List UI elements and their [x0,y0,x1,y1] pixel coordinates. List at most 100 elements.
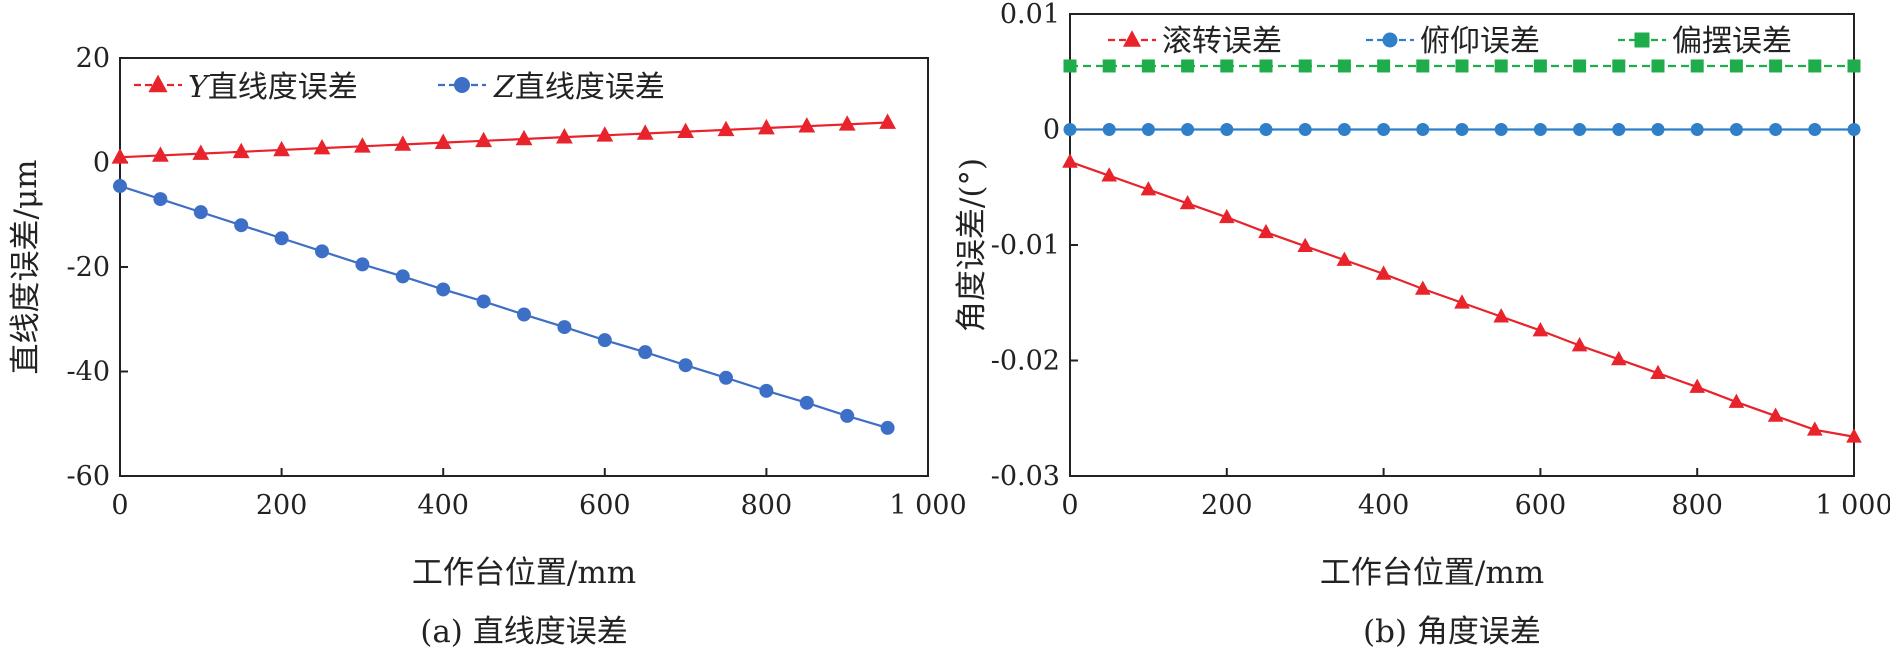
data-point [1181,123,1195,136]
x-tick-label: 600 [1515,490,1567,521]
data-point [1140,181,1157,196]
data-point [1611,350,1627,366]
legend-marker [148,74,168,93]
y-tick-label: 0 [93,148,110,179]
data-point [192,144,210,160]
data-point [1179,194,1196,210]
panel-b-legend: 滚转误差 俯仰误差 偏摆误差 [1108,24,1792,59]
y-tick-label: 0.01 [1000,0,1060,30]
data-point [476,294,491,309]
data-point [719,370,733,385]
data-point [1729,59,1743,73]
data-point [677,122,694,138]
x-tick-label: 0 [1061,490,1078,521]
x-tick-label: 600 [579,490,631,521]
data-point [717,120,735,137]
panel-b-y-axis-label: 角度误差/(°) [954,158,990,332]
data-point [638,345,653,360]
data-point [1650,364,1666,380]
panel-a-legend: Y直线度误差 Z直线度误差 [134,70,665,105]
data-point [111,148,129,164]
panel-a-y-ticks: 20 0 -20 -40 -60 [67,43,128,492]
panel-b-x-axis-label: 工作台位置/mm [1320,555,1544,591]
legend-marker [454,77,470,93]
legend-y-label: Y直线度误差 [188,70,358,105]
data-point [1219,208,1235,224]
y-tick-label: -60 [67,461,110,492]
data-point [1062,153,1078,168]
data-point [1690,59,1704,73]
series-line [119,184,888,429]
data-point [1571,337,1588,352]
data-point [1298,123,1312,136]
x-tick-label: 0 [111,490,128,521]
panel-a-caption: (a) 直线度误差 [420,614,628,650]
data-point [1494,123,1508,136]
y-tick-label: -0.02 [991,346,1060,377]
data-point [557,320,572,335]
panel-a-x-axis-label: 工作台位置/mm [412,555,636,591]
data-point [1808,123,1822,136]
data-point [315,244,329,259]
data-point [759,383,774,398]
y-tick-label: -0.01 [991,230,1060,261]
data-point [517,307,531,322]
data-point [113,179,127,194]
data-point [1063,59,1077,73]
data-point [153,192,168,207]
data-point [1612,123,1626,136]
panel-b-caption: (b) 角度误差 [1363,614,1541,650]
legend-roll-error: 滚转误差 [1108,24,1282,59]
data-point [1101,167,1117,182]
data-point [1337,123,1351,136]
data-point [234,218,249,233]
data-point [1493,308,1509,323]
data-point [1416,123,1430,136]
data-point [515,129,533,146]
data-point [1259,123,1273,136]
data-point [1220,59,1234,73]
legend-pitch-error: 俯仰误差 [1366,24,1540,59]
data-point [636,124,654,140]
y-tick-label: -0.03 [991,461,1060,492]
data-point [354,137,371,153]
data-point [556,128,573,144]
x-tick-label: 200 [256,490,308,521]
data-point [1454,294,1470,309]
data-point [1337,59,1351,73]
panel-a-series [111,113,896,435]
legend-yaw-error: 偏摆误差 [1618,24,1792,59]
data-point [1494,59,1508,73]
x-tick-label: 800 [1671,490,1723,521]
data-point [436,282,451,297]
data-point [1063,123,1077,136]
data-point [1769,123,1783,136]
data-point [1141,59,1155,73]
data-point [152,146,169,162]
data-point [1767,407,1784,422]
data-point [1807,421,1823,436]
data-point [1533,123,1547,136]
data-point [597,333,612,348]
legend-roll-label: 滚转误差 [1162,24,1282,59]
data-point [193,205,208,220]
series-line [119,121,888,159]
data-point [1102,123,1116,136]
data-point [1533,59,1547,73]
data-point [1375,265,1392,280]
data-point [799,395,814,410]
data-point [1297,237,1313,253]
data-point [475,131,492,148]
data-point [1846,428,1862,443]
data-point [798,117,816,133]
data-point [1808,59,1822,73]
data-point [1102,59,1116,73]
data-point [1455,123,1469,136]
panel-b-x-ticks: 0 200 400 600 800 1 000 [1061,468,1890,521]
data-point [1258,223,1274,239]
data-point [1220,123,1234,136]
data-point [1141,123,1155,136]
legend-marker [1634,32,1650,48]
y-tick-label: -20 [67,252,110,283]
